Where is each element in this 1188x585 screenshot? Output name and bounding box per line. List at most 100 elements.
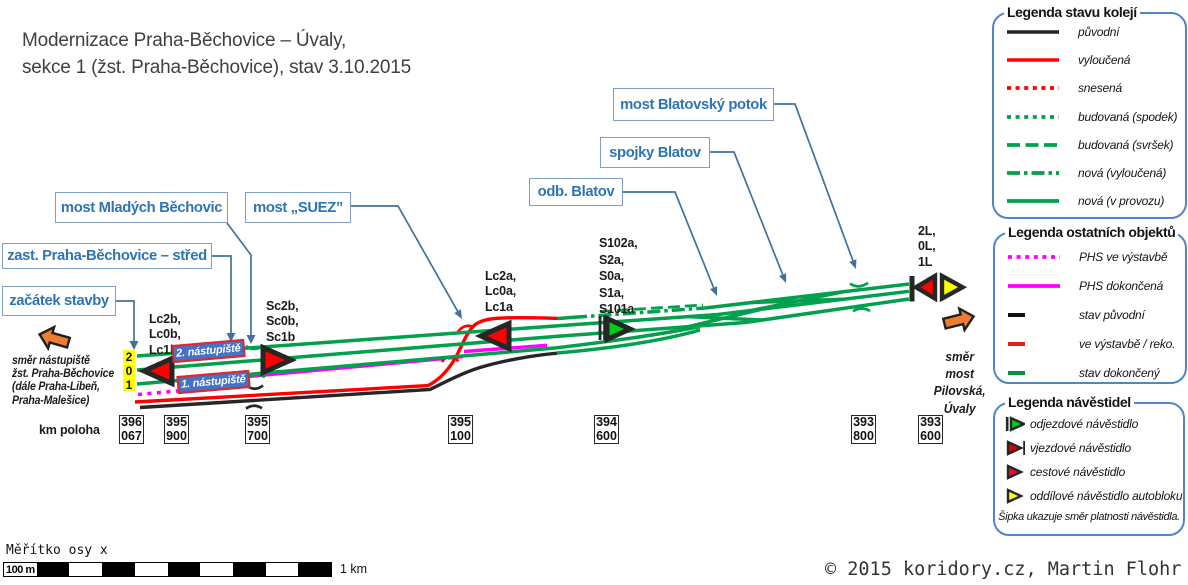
scale-cell-100m: 100 m — [4, 563, 37, 576]
label-right-tracks: 2L, 0L, 1L — [918, 224, 936, 269]
callout-mladych: most Mladých Běchovic — [55, 192, 228, 223]
arrowhead-suez — [454, 309, 462, 319]
legend-row: původní — [994, 18, 1185, 46]
bridge-symbols — [245, 281, 871, 410]
km-marker-395700: 395 700 — [245, 415, 270, 444]
callout-mladych-label: most Mladých Běchovic — [60, 199, 223, 216]
legend-row: stav dokončený — [995, 358, 1185, 387]
signal-right-yellow — [939, 272, 968, 303]
legend-row: odjezdové návěstidlo — [995, 412, 1183, 436]
callout-zacatek-label: začátek stavby — [9, 293, 109, 309]
legend-row: PHS dokončená — [995, 272, 1185, 301]
scale-cell — [102, 563, 135, 576]
legend-label: budovaná (svršek) — [1078, 137, 1174, 152]
legend-line-green-dashdot — [1007, 171, 1059, 175]
km-marker-top: 393 — [920, 415, 941, 430]
track-new-dashed — [599, 303, 704, 313]
legend-row: budovaná (spodek) — [994, 103, 1185, 131]
km-row-label: km poloha — [39, 423, 100, 437]
direction-arrows — [37, 306, 976, 352]
signal-sa-triangle — [604, 314, 637, 344]
legend-bar-red — [1008, 341, 1025, 346]
legend-label: vyloučená — [1078, 53, 1131, 68]
legend-symbol-odjezdove — [1005, 416, 1025, 432]
crossover-1b — [687, 307, 763, 329]
signal-scb — [260, 343, 298, 377]
leader-mladych — [226, 222, 252, 335]
track-number-0: 0 — [123, 364, 135, 378]
legend-symbol-oddilove — [1006, 488, 1024, 504]
km-marker-top: 395 — [450, 415, 471, 430]
legend-row: nová (v provozu) — [994, 187, 1185, 215]
title-line1: Modernizace Praha-Běchovice – Úvaly, — [22, 30, 347, 51]
km-marker-bottom: 100 — [450, 428, 471, 443]
leader-lines — [116, 103, 854, 341]
legend-label: stav původní — [1079, 307, 1145, 322]
track-A — [136, 289, 910, 358]
legend-tracks-title: Legenda stavu kolejí — [1004, 4, 1140, 20]
track-R-top — [704, 282, 910, 310]
km-marker-394600: 394 600 — [594, 415, 619, 444]
red-bridge-hook — [456, 324, 473, 333]
legend-row: ve výstavbě / reko. — [995, 329, 1185, 358]
label-sa: S102a, S2a, S0a, S1a, S101a — [599, 236, 638, 316]
legend-row: oddílové návěstidlo autobloku — [995, 484, 1183, 508]
km-marker-396067: 396 067 — [119, 415, 144, 444]
km-marker-top: 394 — [596, 415, 617, 430]
km-marker-bottom: 600 — [596, 428, 617, 443]
scale-cell — [298, 563, 332, 576]
legend-label: cestové návěstidlo — [1030, 465, 1126, 479]
leader-zast — [212, 255, 232, 333]
callout-zast-label: zast. Praha-Běchovice – střed — [7, 248, 207, 264]
legend-line-red-dotted — [1007, 86, 1059, 91]
arrowhead-blatovsky — [849, 259, 857, 269]
track-C — [136, 324, 701, 386]
track-new-dashdot — [573, 306, 706, 320]
red-line — [134, 316, 559, 404]
signal-lca — [474, 319, 512, 353]
legend-line-green-dotted — [1007, 114, 1059, 119]
legend-row: budovaná (svršek) — [994, 131, 1185, 159]
track-B — [136, 297, 910, 372]
signals — [137, 272, 968, 388]
callout-blatovsky-label: most Blatovský potok — [620, 96, 767, 113]
legend-label: stav dokončený — [1079, 365, 1160, 380]
bridge-blatovsky-bottom — [852, 307, 871, 313]
legend-label: nová (v provozu) — [1078, 194, 1165, 209]
km-marker-bottom: 900 — [166, 428, 187, 443]
arrowhead-odb — [710, 286, 718, 296]
track-number-1: 1 — [123, 378, 135, 392]
title-line2: sekce 1 (žst. Praha-Běchovice), stav 3.1… — [22, 56, 411, 78]
leader-suez — [351, 205, 459, 312]
legend-symbol-cestove — [1006, 464, 1024, 480]
label-scb: Sc2b, Sc0b, Sc1b — [266, 299, 299, 344]
arrowhead-zacatek — [129, 341, 139, 350]
legend-signals-note: Šipka ukazuje směr platnosti návěstidla. — [998, 511, 1180, 523]
track-new-solid-start — [557, 315, 575, 321]
legend-bar-black — [1008, 312, 1025, 317]
leader-spojky — [710, 151, 784, 275]
legend-line-black-solid — [1007, 30, 1059, 34]
km-marker-bottom: 800 — [853, 428, 874, 443]
km-marker-bottom: 600 — [920, 428, 941, 443]
track-number-2: 2 — [123, 350, 135, 364]
legend-label: nová (vyloučená) — [1078, 166, 1167, 181]
arrowhead-spojky — [779, 273, 787, 283]
original-track-lines — [139, 351, 558, 410]
signal-right-red — [911, 272, 938, 303]
km-marker-top: 396 — [121, 415, 142, 430]
label-lcb: Lc2b, Lc0b, Lc1b — [149, 312, 181, 357]
scale-title: Měřítko osy x — [6, 543, 108, 558]
legend-row: stav původní — [995, 301, 1185, 330]
legend-label: snesená — [1078, 81, 1122, 96]
direction-arrow-left — [37, 324, 72, 352]
callout-spojky: spojky Blatov — [600, 137, 710, 168]
legend-signals-title: Legenda návěstidel — [1005, 394, 1134, 410]
leader-arrowheads — [129, 259, 857, 350]
km-marker-bottom: 067 — [121, 428, 142, 443]
direction-arrow-right — [941, 306, 976, 333]
km-marker-395100: 395 100 — [448, 415, 473, 444]
km-marker-top: 395 — [166, 415, 187, 430]
legend-row: cestové návěstidlo — [995, 460, 1183, 484]
legend-signals: Legenda návěstidel odjezdové návěstidlo … — [993, 394, 1185, 536]
